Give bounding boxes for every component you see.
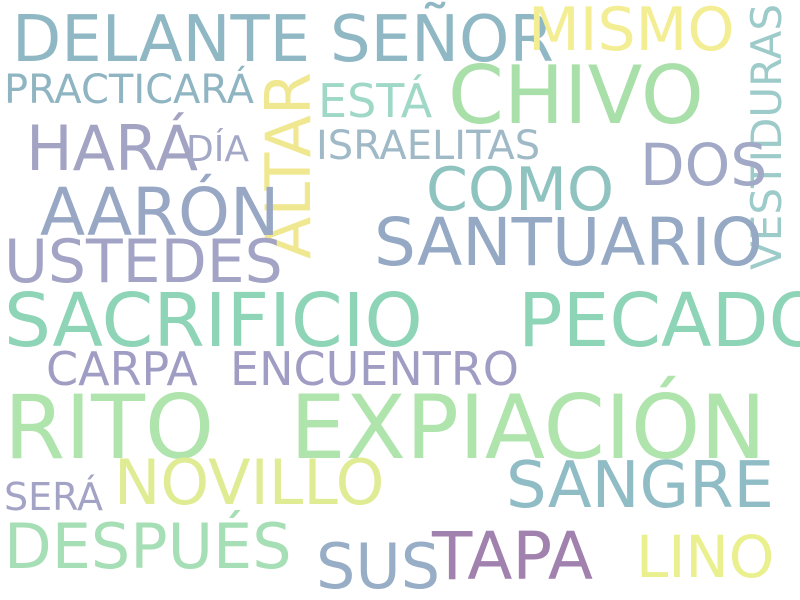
word-como: COMO: [426, 155, 615, 225]
word-chivo: CHIVO: [448, 49, 704, 142]
word-delante: DELANTE: [12, 3, 311, 77]
word-carpa: CARPA: [46, 342, 198, 396]
word-sacrificio: SACRIFICIO: [4, 278, 423, 364]
word-israelitas: ISRAELITAS: [316, 123, 541, 169]
word-tapa: TAPA: [432, 518, 594, 595]
word-santuario: SANTUARIO: [374, 204, 763, 281]
word-ustedes: USTEDES: [4, 227, 283, 297]
word-dia: DÍA: [186, 129, 249, 170]
word-encuentro: ENCUENTRO: [230, 342, 520, 396]
word-practicara: PRACTICARÁ: [4, 67, 254, 113]
word-senor: SEÑOR: [330, 3, 554, 77]
word-pecado: PECADO: [518, 278, 800, 364]
word-rito: RITO: [4, 376, 215, 479]
word-despues: DESPUÉS: [4, 510, 292, 583]
word-mismo: MISMO: [528, 0, 735, 65]
word-esta: ESTÁ: [318, 74, 433, 128]
word-sera: SERÁ: [4, 475, 103, 519]
word-lino: LINO: [636, 523, 775, 591]
word-hara: HARÁ: [26, 112, 199, 185]
word-dos: DOS: [640, 131, 768, 199]
word-sus: SUS: [316, 530, 441, 600]
word-aaron: AARÓN: [40, 174, 280, 251]
word-sangre: SANGRE: [506, 449, 774, 523]
word-novillo: NOVILLO: [114, 446, 385, 519]
word-expiacion: EXPIACIÓN: [290, 376, 767, 479]
